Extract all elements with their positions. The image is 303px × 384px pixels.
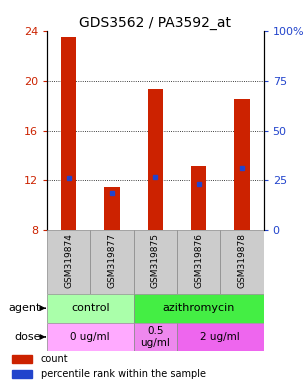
Bar [134, 294, 264, 323]
Bar [177, 230, 220, 294]
Text: 0 ug/ml: 0 ug/ml [71, 332, 110, 342]
Bar [47, 230, 90, 294]
Text: agent: agent [8, 303, 41, 313]
Text: dose: dose [15, 332, 41, 342]
Bar [134, 230, 177, 294]
Text: GSM319876: GSM319876 [194, 233, 203, 288]
Text: control: control [71, 303, 110, 313]
Text: percentile rank within the sample: percentile rank within the sample [41, 369, 206, 379]
Bar [220, 230, 264, 294]
Bar [177, 323, 264, 351]
Text: GSM319875: GSM319875 [151, 233, 160, 288]
Text: GSM319874: GSM319874 [64, 233, 73, 288]
Bar [191, 166, 206, 230]
Bar [104, 187, 120, 230]
Bar [148, 89, 163, 230]
Bar [47, 294, 134, 323]
Text: 2 ug/ml: 2 ug/ml [200, 332, 240, 342]
Bar [61, 37, 76, 230]
Text: 0.5
ug/ml: 0.5 ug/ml [140, 326, 170, 348]
Bar [234, 99, 250, 230]
Bar [12, 370, 32, 378]
Text: GSM319878: GSM319878 [238, 233, 246, 288]
Bar [47, 323, 134, 351]
Text: count: count [41, 354, 68, 364]
Bar [12, 356, 32, 363]
Title: GDS3562 / PA3592_at: GDS3562 / PA3592_at [79, 16, 231, 30]
Text: azithromycin: azithromycin [162, 303, 235, 313]
Bar [134, 323, 177, 351]
Text: GSM319877: GSM319877 [108, 233, 116, 288]
Bar [90, 230, 134, 294]
